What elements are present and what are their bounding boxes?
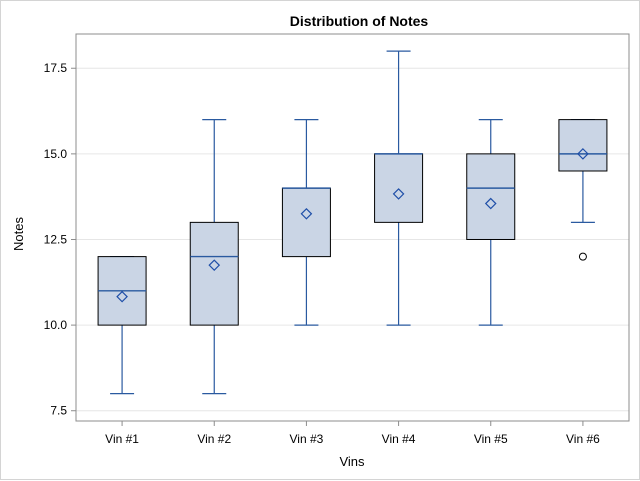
x-tick-label: Vin #1 bbox=[105, 432, 139, 446]
outlier-point bbox=[578, 252, 587, 261]
box-group bbox=[374, 50, 424, 326]
iqr-box bbox=[281, 187, 331, 258]
y-tick-label: 12.5 bbox=[44, 232, 68, 246]
x-tick-label: Vin #5 bbox=[474, 432, 508, 446]
iqr-box bbox=[374, 153, 424, 223]
x-tick-label: Vin #3 bbox=[290, 432, 324, 446]
plot-border bbox=[75, 33, 630, 422]
box-group bbox=[466, 119, 516, 326]
iqr-box bbox=[466, 153, 516, 240]
y-tick-label: 10.0 bbox=[44, 318, 68, 332]
mean-marker bbox=[208, 259, 221, 272]
x-tick-label: Vin #6 bbox=[566, 432, 600, 446]
axes: 7.5 10.0 12.5 15.0 17.5 Vin #1 Vin #2 Vin #3 Vin… bbox=[44, 33, 630, 446]
mean-marker bbox=[577, 148, 589, 160]
y-tick-label: 7.5 bbox=[50, 404, 67, 418]
mean-marker bbox=[392, 188, 405, 200]
y-tick-label: 17.5 bbox=[44, 61, 68, 75]
mean-marker bbox=[484, 197, 497, 210]
box-group bbox=[97, 256, 147, 395]
y-tick-label: 15.0 bbox=[44, 147, 68, 161]
box-group bbox=[189, 119, 239, 395]
iqr-box bbox=[558, 119, 608, 172]
iqr-box bbox=[189, 221, 239, 326]
y-axis-label: Notes bbox=[11, 217, 26, 251]
mean-marker bbox=[300, 207, 313, 220]
mean-marker bbox=[116, 290, 128, 303]
gridlines bbox=[76, 67, 629, 412]
chart-title: Distribution of Notes bbox=[290, 13, 429, 29]
box-group bbox=[558, 119, 608, 261]
plot-area bbox=[97, 50, 608, 395]
x-tick-label: Vin #4 bbox=[382, 432, 416, 446]
x-axis-label: Vins bbox=[339, 454, 365, 469]
box-group bbox=[281, 119, 331, 326]
x-tick-label: Vin #2 bbox=[197, 432, 231, 446]
